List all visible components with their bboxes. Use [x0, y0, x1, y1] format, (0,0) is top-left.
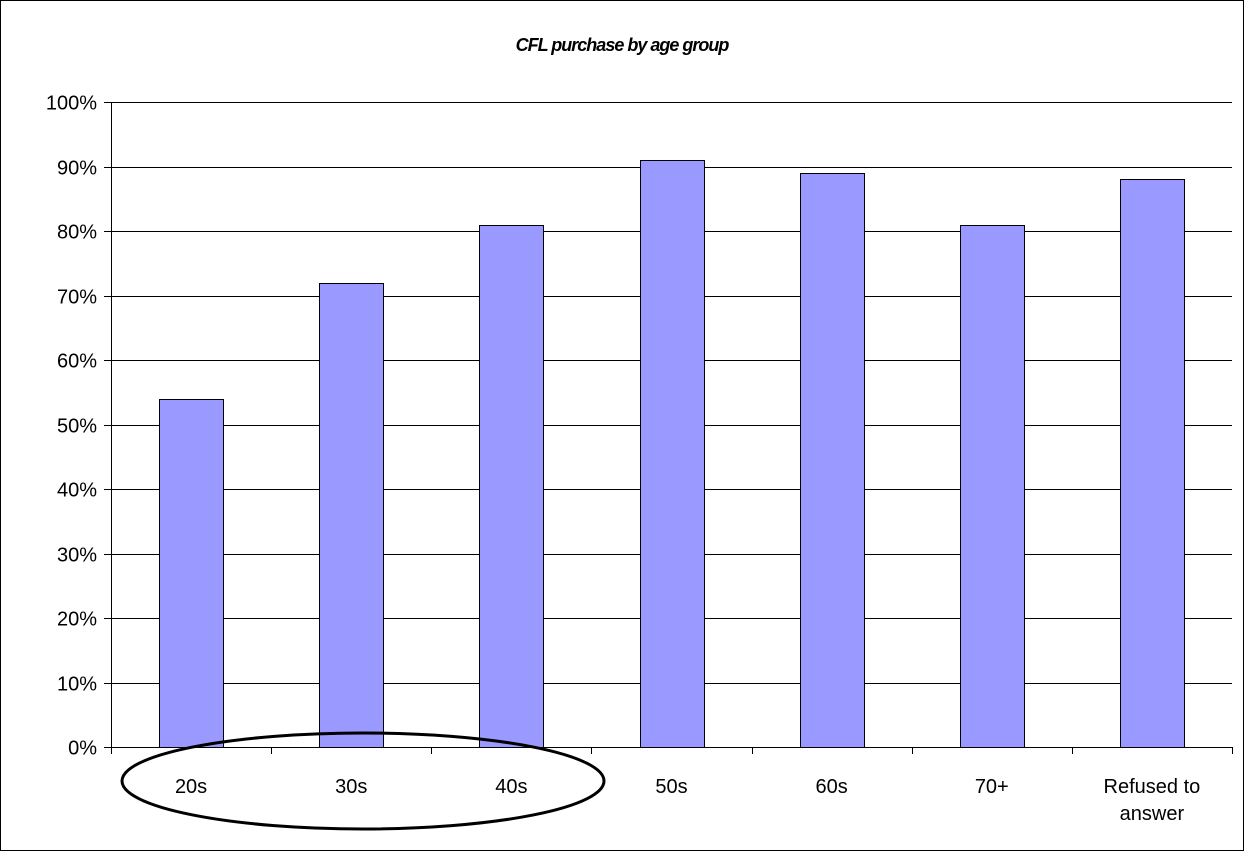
x-tick-labels: 20s 30s 40s 50s 60s 70+ Refused to answer [175, 776, 1200, 825]
x-tick-label: 40s [495, 776, 527, 798]
x-tick-label: 30s [335, 776, 367, 798]
axes [104, 102, 1233, 754]
y-tick-label: 90% [57, 158, 97, 180]
x-tick-label: 60s [816, 776, 848, 798]
y-tick-label: 20% [57, 609, 97, 631]
bar [640, 160, 705, 748]
y-tick-label: 70% [57, 287, 97, 309]
y-tick-label: 80% [57, 222, 97, 244]
bar [1120, 179, 1185, 748]
y-tick-label: 60% [57, 351, 97, 373]
y-tick-label: 0% [68, 738, 97, 760]
bar [960, 225, 1025, 748]
x-tick-label: 50s [655, 776, 687, 798]
x-tick-label: Refused to answer [1104, 776, 1201, 825]
chart-title: CFL purchase by age group [516, 35, 730, 55]
bars [159, 160, 1185, 748]
x-tick-label: 70+ [975, 776, 1009, 798]
bar [479, 225, 544, 748]
y-tick-labels: 0% 10% 20% 30% 40% 50% 60% 70% 80% 90% 100% [46, 93, 97, 760]
y-tick-label: 30% [57, 545, 97, 567]
highlight-ellipse [120, 731, 606, 831]
x-tick-label: 20s [175, 776, 207, 798]
y-tick-label: 100% [46, 93, 97, 115]
y-tick-label: 40% [57, 480, 97, 502]
bar [319, 283, 384, 748]
bar [159, 399, 224, 748]
bar [800, 173, 865, 748]
y-tick-label: 10% [57, 674, 97, 696]
y-tick-label: 50% [57, 416, 97, 438]
